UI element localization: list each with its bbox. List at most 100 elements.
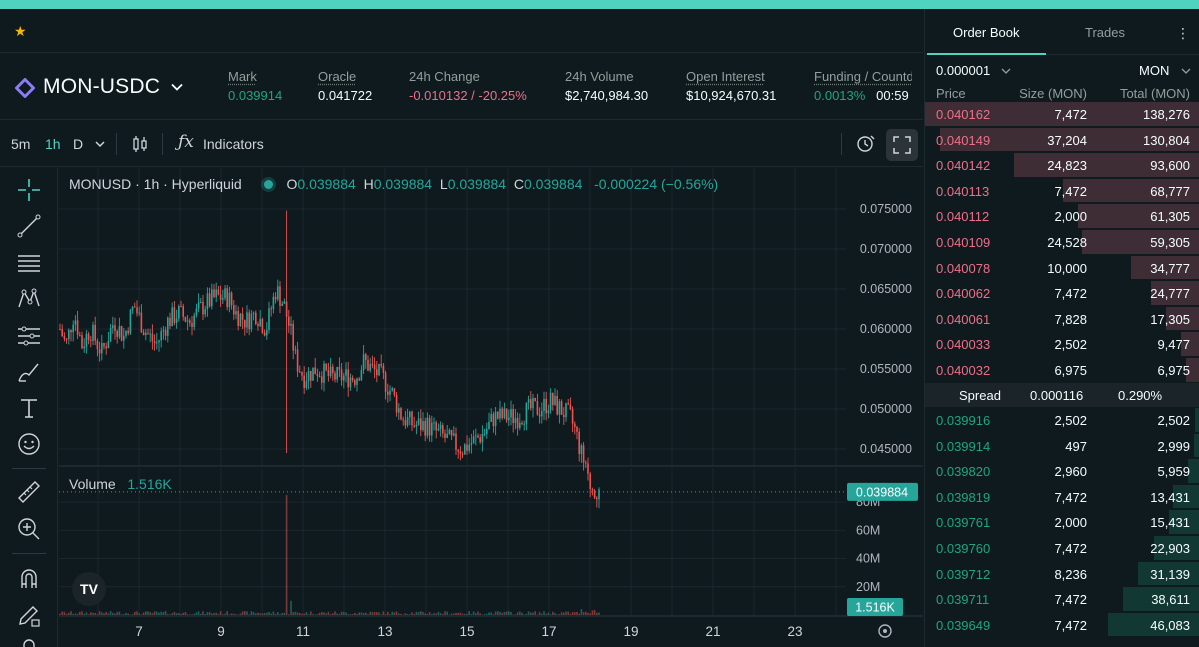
pattern-icon[interactable]: [16, 286, 42, 312]
magnet-icon[interactable]: [16, 566, 42, 592]
candle-body: [510, 409, 512, 418]
candle-body: [316, 374, 319, 376]
ask-row[interactable]: 0.040109 24,528 59,305: [925, 229, 1199, 255]
volume-bar: [417, 611, 420, 615]
volume-bar: [508, 611, 510, 615]
volume-bar: [514, 614, 517, 615]
tick-size-select[interactable]: 0.000001: [936, 63, 991, 78]
unit-select[interactable]: MON: [1139, 63, 1170, 78]
volume-bar: [534, 611, 536, 615]
bid-row[interactable]: 0.039649 7,472 46,083: [925, 612, 1199, 638]
fullscreen-button[interactable]: [886, 129, 918, 161]
bid-row[interactable]: 0.039819 7,472 13,431: [925, 484, 1199, 510]
stat-label[interactable]: Oracle: [318, 69, 357, 84]
candle-body: [81, 335, 83, 349]
chevron-down-icon[interactable]: [1181, 67, 1191, 75]
candle-body: [378, 363, 380, 376]
fib-levels-icon[interactable]: [16, 323, 42, 349]
price-chart[interactable]: 0.075000 0.070000 0.065000 0.060000 0.055000…: [59, 168, 923, 647]
candle-body: [365, 354, 367, 360]
interval-dropdown-icon[interactable]: [94, 139, 106, 149]
candle-body: [499, 408, 501, 419]
volume-bar: [213, 613, 215, 615]
volume-bar: [395, 611, 398, 615]
interval-5m[interactable]: 5m: [11, 136, 31, 152]
candle-body: [206, 293, 209, 310]
volume-bar: [318, 612, 321, 615]
edit-lock-icon[interactable]: [16, 602, 42, 628]
ask-row[interactable]: 0.040062 7,472 24,777: [925, 280, 1199, 306]
volume-bar: [149, 612, 151, 615]
ruler-icon[interactable]: [16, 479, 42, 505]
chevron-down-icon[interactable]: [169, 79, 185, 95]
candle-body: [373, 364, 376, 370]
trend-line-icon[interactable]: [16, 213, 42, 239]
bid-row[interactable]: 0.039820 2,960 5,959: [925, 458, 1199, 484]
text-tool-icon[interactable]: [16, 395, 42, 421]
volume-bar: [541, 613, 543, 615]
candle-body: [171, 307, 173, 327]
ask-row[interactable]: 0.040032 6,975 6,975: [925, 357, 1199, 383]
bid-row[interactable]: 0.039914 497 2,999: [925, 433, 1199, 459]
ask-row[interactable]: 0.040113 7,472 68,777: [925, 178, 1199, 204]
zoom-in-icon[interactable]: [16, 516, 42, 542]
favorite-star-icon[interactable]: ★: [14, 23, 27, 39]
candle-body: [318, 375, 321, 377]
ask-row[interactable]: 0.040162 7,472 138,276: [925, 101, 1199, 127]
candlestick-type-icon[interactable]: [130, 134, 150, 154]
brush-icon[interactable]: [16, 359, 42, 385]
volume-bar: [571, 612, 574, 615]
gear-icon[interactable]: [878, 624, 892, 638]
crosshair-icon[interactable]: [16, 177, 42, 203]
volume-bar: [87, 614, 90, 615]
candle-body: [530, 399, 532, 409]
bid-row[interactable]: 0.039711 7,472 38,611: [925, 586, 1199, 612]
spread-percent: 0.290%: [1118, 388, 1163, 403]
tab-order-book[interactable]: Order Book: [953, 25, 1020, 40]
stat-label[interactable]: Funding / Countdown: [814, 69, 912, 84]
ask-row[interactable]: 0.040112 2,000 61,305: [925, 203, 1199, 229]
volume-bar: [233, 613, 235, 615]
screenshot-clock-icon[interactable]: [855, 133, 877, 155]
volume-bar: [560, 612, 563, 615]
bid-row[interactable]: 0.039916 2,502 2,502: [925, 407, 1199, 433]
ask-row[interactable]: 0.040142 24,823 93,600: [925, 152, 1199, 178]
volume-bar: [345, 612, 347, 615]
candle-body: [464, 444, 466, 455]
tab-trades[interactable]: Trades: [1085, 25, 1125, 40]
candlestick-chart-svg[interactable]: 0.075000 0.070000 0.065000 0.060000 0.055000…: [59, 168, 923, 647]
volume-bar: [503, 611, 506, 615]
ask-row[interactable]: 0.040149 37,204 130,804: [925, 127, 1199, 153]
emoji-icon[interactable]: [16, 431, 42, 457]
interval-d[interactable]: D: [73, 136, 84, 152]
lock-icon[interactable]: [16, 638, 42, 647]
ask-row[interactable]: 0.040061 7,828 17,305: [925, 306, 1199, 332]
bid-size: 2,502: [1054, 413, 1087, 428]
pair-selector[interactable]: MON-USDC: [43, 75, 161, 98]
horizontal-lines-icon[interactable]: [16, 250, 42, 276]
candle-body: [105, 346, 107, 349]
candle-body: [301, 372, 303, 376]
candle-body: [281, 303, 283, 306]
bid-row[interactable]: 0.039761 2,000 15,431: [925, 509, 1199, 535]
bid-row[interactable]: 0.039712 8,236 31,139: [925, 561, 1199, 587]
interval-1h[interactable]: 1h: [45, 136, 61, 152]
indicators-button[interactable]: Indicators: [203, 136, 264, 152]
tradingview-logo-icon[interactable]: TV: [72, 572, 106, 606]
candle-body: [448, 429, 451, 434]
candle-body: [387, 391, 389, 395]
candle-body: [391, 388, 393, 391]
volume-bar: [175, 613, 178, 615]
chevron-down-icon[interactable]: [1001, 67, 1011, 75]
stat-label[interactable]: Mark: [228, 69, 257, 84]
stat-label[interactable]: Open Interest: [686, 69, 765, 84]
ask-row[interactable]: 0.040033 2,502 9,477: [925, 331, 1199, 357]
volume-bar: [439, 613, 442, 615]
more-options-icon[interactable]: ⋮: [1176, 25, 1190, 41]
bid-row[interactable]: 0.039760 7,472 22,903: [925, 535, 1199, 561]
ask-size: 7,472: [1054, 286, 1087, 302]
ask-row[interactable]: 0.040078 10,000 34,777: [925, 255, 1199, 281]
stat-label: 24h Change: [409, 69, 480, 84]
candle-body: [136, 307, 138, 314]
indicators-fx-icon[interactable]: ƒx: [178, 132, 194, 152]
